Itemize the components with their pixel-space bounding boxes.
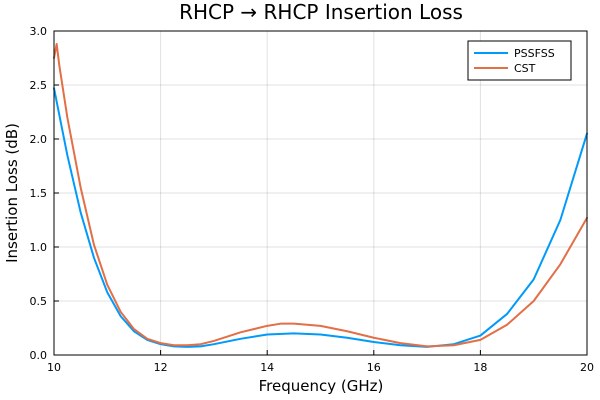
y-tick-label: 2.5 <box>30 79 48 92</box>
y-tick-label: 1.0 <box>30 241 48 254</box>
x-tick-label: 14 <box>260 361 274 374</box>
x-axis-label: Frequency (GHz) <box>259 377 384 395</box>
series-line-pssfss <box>53 87 588 348</box>
legend-box <box>467 40 572 81</box>
series-lines <box>53 42 588 348</box>
y-tick-label: 2.0 <box>30 133 48 146</box>
y-axis-label: Insertion Loss (dB) <box>3 123 21 263</box>
x-tick-label: 20 <box>580 361 594 374</box>
legend: PSSFSS CST <box>467 40 572 81</box>
y-tick-label: 1.5 <box>30 187 48 200</box>
legend-label-pssfss: PSSFSS <box>514 47 555 60</box>
x-tick-label: 18 <box>473 361 487 374</box>
y-axis-ticks: 0.0 0.5 1.0 1.5 2.0 2.5 3.0 <box>30 25 59 362</box>
x-tick-label: 12 <box>154 361 168 374</box>
legend-label-cst: CST <box>514 62 536 75</box>
chart-title: RHCP → RHCP Insertion Loss <box>179 0 463 24</box>
series-line-cst <box>53 42 588 348</box>
x-tick-label: 10 <box>47 361 61 374</box>
y-tick-label: 0.5 <box>30 295 48 308</box>
y-tick-label: 3.0 <box>30 25 48 38</box>
y-tick-label: 0.0 <box>30 349 48 362</box>
x-axis-ticks: 10 12 14 16 18 20 <box>47 350 594 374</box>
x-tick-label: 16 <box>367 361 381 374</box>
